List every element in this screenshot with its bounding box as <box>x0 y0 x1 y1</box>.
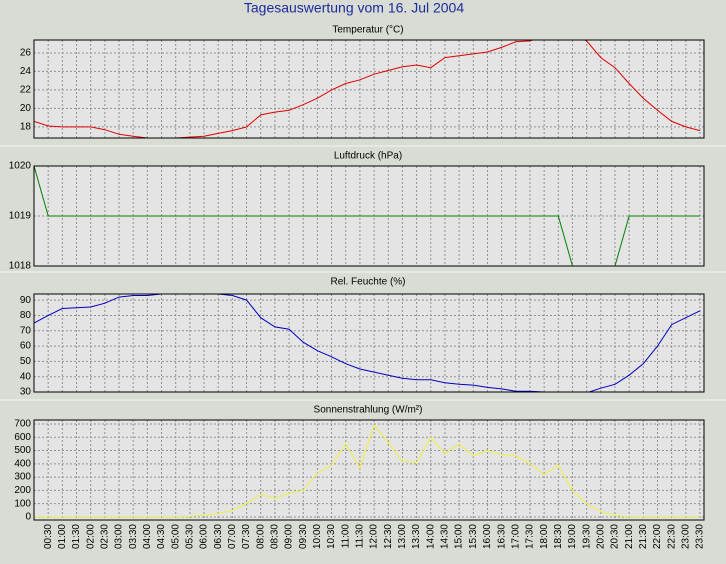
chart-title: Rel. Feuchte (%) <box>330 277 405 288</box>
x-tick-label: 17:00 <box>510 524 521 549</box>
x-tick-label: 01:00 <box>57 524 68 549</box>
x-tick-label: 23:00 <box>680 524 691 549</box>
x-tick-label: 15:00 <box>454 524 465 549</box>
x-tick-label: 14:00 <box>425 524 436 549</box>
x-tick-label: 05:00 <box>170 524 181 549</box>
x-tick-label: 15:30 <box>468 524 479 549</box>
x-tick-label: 18:30 <box>553 524 564 549</box>
plot-area <box>34 40 704 138</box>
x-tick-label: 23:30 <box>695 524 706 549</box>
y-tick-label: 100 <box>14 498 31 509</box>
x-tick-label: 11:00 <box>340 524 351 549</box>
plot-border <box>33 165 705 267</box>
chart-title: Temperatur (°C) <box>332 25 403 36</box>
x-tick-label: 04:00 <box>142 524 153 549</box>
x-tick-label: 21:00 <box>624 524 635 549</box>
y-tick-label: 700 <box>14 419 31 430</box>
x-tick-label: 08:00 <box>255 524 266 549</box>
x-tick-label: 12:00 <box>369 524 380 549</box>
y-tick-label: 500 <box>14 445 31 456</box>
x-tick-label: 06:30 <box>213 524 224 549</box>
x-tick-label: 04:30 <box>156 524 167 549</box>
x-tick-label: 13:30 <box>411 524 422 549</box>
y-tick-label: 26 <box>20 48 32 59</box>
x-tick-label: 16:00 <box>482 524 493 549</box>
chart-title: Sonnenstrahlung (W/m²) <box>314 405 423 416</box>
x-tick-label: 17:30 <box>525 524 536 549</box>
y-tick-label: 80 <box>20 310 32 321</box>
plot-area <box>34 420 704 520</box>
y-tick-label: 400 <box>14 458 31 469</box>
x-tick-label: 12:30 <box>383 524 394 549</box>
y-tick-label: 90 <box>20 295 32 306</box>
x-tick-label: 01:30 <box>71 524 82 549</box>
y-tick-label: 300 <box>14 472 31 483</box>
y-tick-label: 18 <box>20 122 32 133</box>
data-line <box>34 166 700 266</box>
x-tick-label: 00:30 <box>43 524 54 549</box>
x-tick-label: 07:00 <box>227 524 238 549</box>
x-tick-label: 20:30 <box>610 524 621 549</box>
y-tick-label: 1018 <box>9 261 32 272</box>
plot-border <box>33 419 705 521</box>
x-tick-label: 09:00 <box>284 524 295 549</box>
x-tick-label: 10:30 <box>326 524 337 549</box>
x-tick-label: 06:00 <box>199 524 210 549</box>
y-tick-label: 200 <box>14 485 31 496</box>
x-tick-label: 08:30 <box>270 524 281 549</box>
data-line <box>34 424 700 518</box>
x-tick-label: 16:30 <box>496 524 507 549</box>
y-tick-label: 30 <box>20 387 32 398</box>
x-tick-label: 13:00 <box>397 524 408 549</box>
x-tick-label: 05:30 <box>185 524 196 549</box>
x-tick-label: 21:30 <box>638 524 649 549</box>
plot-border <box>33 293 705 393</box>
y-tick-label: 22 <box>20 85 32 96</box>
y-tick-label: 0 <box>25 512 31 523</box>
x-tick-label: 10:00 <box>312 524 323 549</box>
x-tick-label: 22:30 <box>666 524 677 549</box>
x-tick-label: 18:00 <box>539 524 550 549</box>
y-tick-label: 40 <box>20 371 32 382</box>
y-tick-label: 1019 <box>9 211 32 222</box>
data-line <box>34 294 701 392</box>
x-tick-label: 11:30 <box>355 524 366 549</box>
x-tick-label: 02:30 <box>99 524 110 549</box>
x-tick-label: 02:00 <box>85 524 96 549</box>
x-tick-label: 07:30 <box>241 524 252 549</box>
y-tick-label: 70 <box>20 325 32 336</box>
x-tick-label: 09:30 <box>298 524 309 549</box>
x-tick-label: 19:30 <box>581 524 592 549</box>
y-tick-label: 600 <box>14 432 31 443</box>
chart-title: Luftdruck (hPa) <box>334 151 402 162</box>
x-tick-label: 20:00 <box>595 524 606 549</box>
x-tick-label: 14:30 <box>440 524 451 549</box>
x-tick-label: 03:30 <box>128 524 139 549</box>
y-tick-label: 1020 <box>9 161 32 172</box>
x-tick-label: 03:00 <box>114 524 125 549</box>
y-tick-label: 24 <box>20 66 32 77</box>
plot-border <box>33 39 705 139</box>
plot-area <box>34 294 704 392</box>
y-tick-label: 20 <box>20 103 32 114</box>
y-tick-label: 60 <box>20 341 32 352</box>
x-tick-label: 19:00 <box>567 524 578 549</box>
y-tick-label: 50 <box>20 356 32 367</box>
page-title: Tagesauswertung vom 16. Jul 2004 <box>244 0 464 16</box>
x-tick-label: 22:00 <box>652 524 663 549</box>
